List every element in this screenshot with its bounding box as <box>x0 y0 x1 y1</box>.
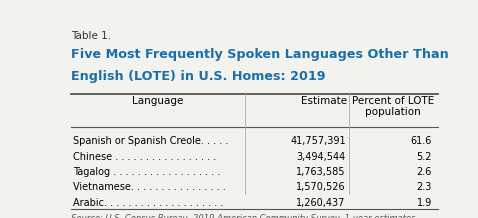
Text: Estimate: Estimate <box>301 96 347 106</box>
Text: 61.6: 61.6 <box>411 136 432 146</box>
Text: 1,763,585: 1,763,585 <box>296 167 346 177</box>
Text: Source: U.S. Census Bureau, 2019 American Community Survey, 1-year estimates.: Source: U.S. Census Bureau, 2019 America… <box>71 214 418 218</box>
Text: 1.9: 1.9 <box>417 198 432 208</box>
Text: Five Most Frequently Spoken Languages Other Than: Five Most Frequently Spoken Languages Ot… <box>71 48 449 61</box>
Text: Spanish or Spanish Creole. . . . .: Spanish or Spanish Creole. . . . . <box>73 136 228 146</box>
Text: 5.2: 5.2 <box>416 152 432 162</box>
Text: Tagalog . . . . . . . . . . . . . . . . . .: Tagalog . . . . . . . . . . . . . . . . … <box>73 167 220 177</box>
Text: 1,260,437: 1,260,437 <box>296 198 346 208</box>
Text: Table 1.: Table 1. <box>71 31 111 41</box>
Text: English (LOTE) in U.S. Homes: 2019: English (LOTE) in U.S. Homes: 2019 <box>71 70 326 83</box>
Text: 1,570,526: 1,570,526 <box>296 182 346 192</box>
Text: Chinese . . . . . . . . . . . . . . . . .: Chinese . . . . . . . . . . . . . . . . … <box>73 152 216 162</box>
Text: Vietnamese. . . . . . . . . . . . . . . .: Vietnamese. . . . . . . . . . . . . . . … <box>73 182 226 192</box>
Text: Language: Language <box>132 96 184 106</box>
Text: 2.3: 2.3 <box>417 182 432 192</box>
Text: 2.6: 2.6 <box>417 167 432 177</box>
Text: Percent of LOTE
population: Percent of LOTE population <box>352 96 435 118</box>
Text: 41,757,391: 41,757,391 <box>290 136 346 146</box>
Text: Arabic. . . . . . . . . . . . . . . . . . . .: Arabic. . . . . . . . . . . . . . . . . … <box>73 198 223 208</box>
Text: 3,494,544: 3,494,544 <box>296 152 346 162</box>
